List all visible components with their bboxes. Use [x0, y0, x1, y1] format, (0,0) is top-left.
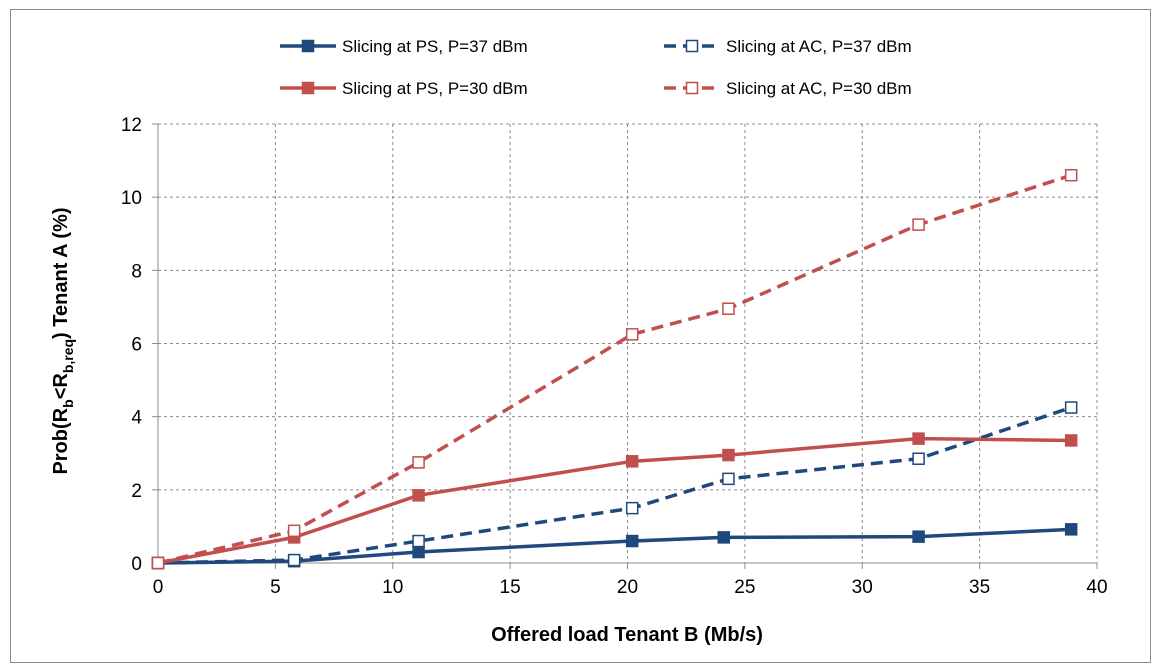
data-point: [412, 456, 425, 469]
legend-item-ac-30dbm: Slicing at AC, P=30 dBm: [664, 79, 912, 98]
series-line-ac-30dbm: [157, 173, 1072, 565]
legend-swatch-marker: [685, 81, 699, 95]
legend-label: Slicing at AC, P=30 dBm: [726, 79, 912, 98]
y-tick-label: 2: [131, 481, 142, 502]
data-point: [717, 531, 730, 544]
data-point: [1064, 401, 1078, 414]
series-layer: [151, 168, 1078, 570]
x-tick-label: 10: [382, 577, 403, 598]
data-point: [287, 524, 301, 538]
data-point: [412, 534, 425, 548]
y-tick-label: 12: [121, 115, 142, 136]
series-ac-30dbm: [151, 168, 1078, 570]
y-title-mid: <R: [50, 373, 72, 400]
data-point: [722, 302, 735, 315]
data-point: [722, 448, 735, 462]
data-point: [1064, 523, 1078, 536]
data-point: [412, 545, 425, 559]
legend-swatch-marker: [301, 81, 315, 95]
legend-item-ps-30dbm: Slicing at PS, P=30 dBm: [280, 79, 528, 98]
legend-label: Slicing at PS, P=30 dBm: [342, 79, 528, 98]
data-point: [625, 328, 639, 341]
data-point: [912, 530, 925, 543]
data-point: [625, 455, 639, 468]
y-title-prefix: Prob(R: [50, 407, 72, 474]
legend-swatch-marker: [301, 39, 315, 53]
y-tick-label: 6: [131, 335, 142, 356]
data-point: [625, 534, 639, 548]
legend-item-ac-37dbm: Slicing at AC, P=37 dBm: [664, 37, 912, 56]
data-point: [1064, 168, 1078, 182]
y-title-sub2: b,req: [60, 339, 76, 373]
data-point: [1064, 434, 1078, 447]
legend-label: Slicing at PS, P=37 dBm: [342, 37, 528, 56]
axes: [152, 123, 1098, 569]
data-point: [151, 556, 165, 570]
x-tick-label: 5: [270, 577, 281, 598]
y-tick-label: 8: [131, 261, 142, 282]
data-point: [287, 553, 301, 567]
data-point: [912, 452, 925, 465]
x-tick-label: 25: [734, 577, 755, 598]
x-tick-label: 0: [153, 577, 164, 598]
legend-swatch-marker: [685, 39, 699, 53]
x-tick-labels: 0 5 10 15 20 25 30 35 40: [153, 577, 1108, 598]
y-axis-title: Prob(Rb<Rb,req) Tenant A (%): [50, 207, 76, 474]
data-point: [412, 489, 425, 502]
data-point: [912, 432, 925, 445]
legend: Slicing at PS, P=37 dBm Slicing at AC, P=…: [280, 37, 912, 98]
x-tick-label: 40: [1086, 577, 1107, 598]
x-tick-label: 30: [852, 577, 873, 598]
series-line-ps-30dbm: [157, 436, 1072, 565]
data-point: [912, 218, 925, 231]
y-tick-label: 4: [131, 408, 142, 429]
data-point: [625, 501, 639, 515]
y-tick-labels: 0 2 4 6 8 10 12: [121, 115, 143, 575]
grid-lines: [158, 123, 1098, 563]
legend-label: Slicing at AC, P=37 dBm: [726, 37, 912, 56]
legend-item-ps-37dbm: Slicing at PS, P=37 dBm: [280, 37, 528, 56]
y-tick-label: 0: [131, 554, 142, 575]
y-title-sub1: b: [60, 399, 76, 408]
y-title-suffix: ) Tenant A (%): [50, 207, 72, 338]
x-tick-label: 15: [500, 577, 521, 598]
y-tick-label: 10: [121, 188, 142, 209]
x-tick-label: 20: [617, 577, 638, 598]
x-tick-label: 35: [969, 577, 990, 598]
x-axis-title: Offered load Tenant B (Mb/s): [491, 624, 763, 646]
data-point: [722, 472, 735, 486]
